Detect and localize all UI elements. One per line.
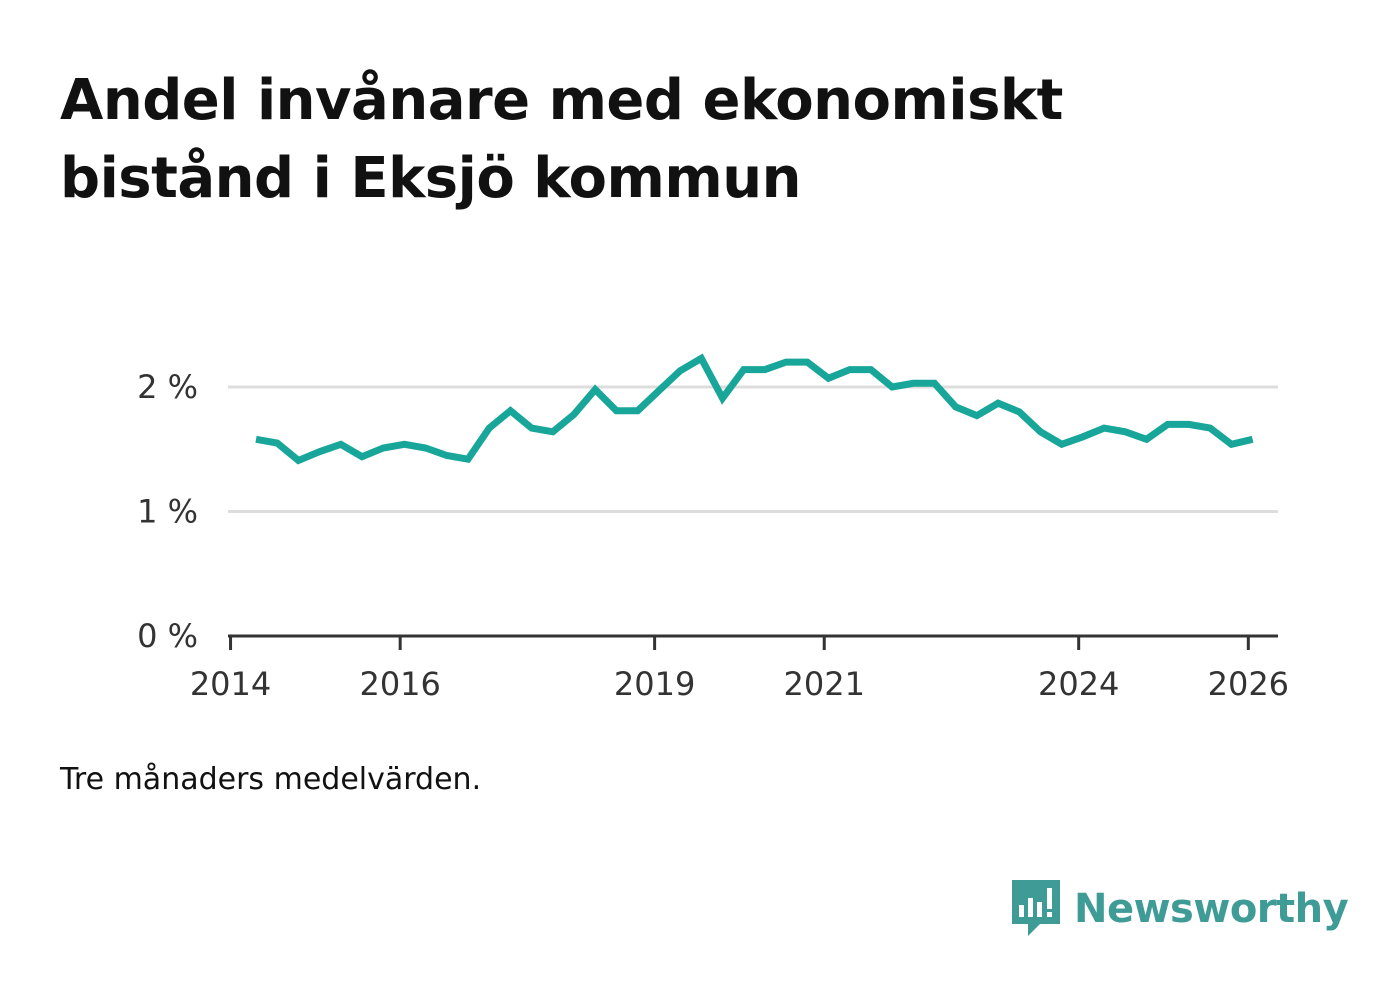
x-axis: 2014 2016 2019 2021 2024 2026 xyxy=(190,634,1289,703)
x-tick-label: 2016 xyxy=(359,665,440,703)
y-tick-label: 1 % xyxy=(137,493,198,531)
y-tick-label: 0 % xyxy=(137,617,198,655)
brand-name: Newsworthy xyxy=(1074,886,1349,932)
x-tick-label: 2024 xyxy=(1038,665,1119,703)
chart-title: Andel invånare med ekonomiskt bistånd i … xyxy=(60,68,1063,211)
chart-note: Tre månaders medelvärden. xyxy=(60,762,482,797)
y-tick-label: 2 % xyxy=(137,368,198,406)
newsworthy-bars-icon xyxy=(1012,880,1060,936)
grid-lines xyxy=(228,385,1278,513)
series-layer xyxy=(255,353,1254,465)
x-tick-label: 2014 xyxy=(190,665,271,703)
y-axis-labels: 0 % 1 % 2 % xyxy=(137,368,198,655)
series-line xyxy=(255,353,1254,465)
x-tick-label: 2026 xyxy=(1208,665,1289,703)
newsworthy-logo: Newsworthy xyxy=(1010,878,1349,940)
x-tick-label: 2019 xyxy=(614,665,695,703)
x-tick-label: 2021 xyxy=(784,665,865,703)
